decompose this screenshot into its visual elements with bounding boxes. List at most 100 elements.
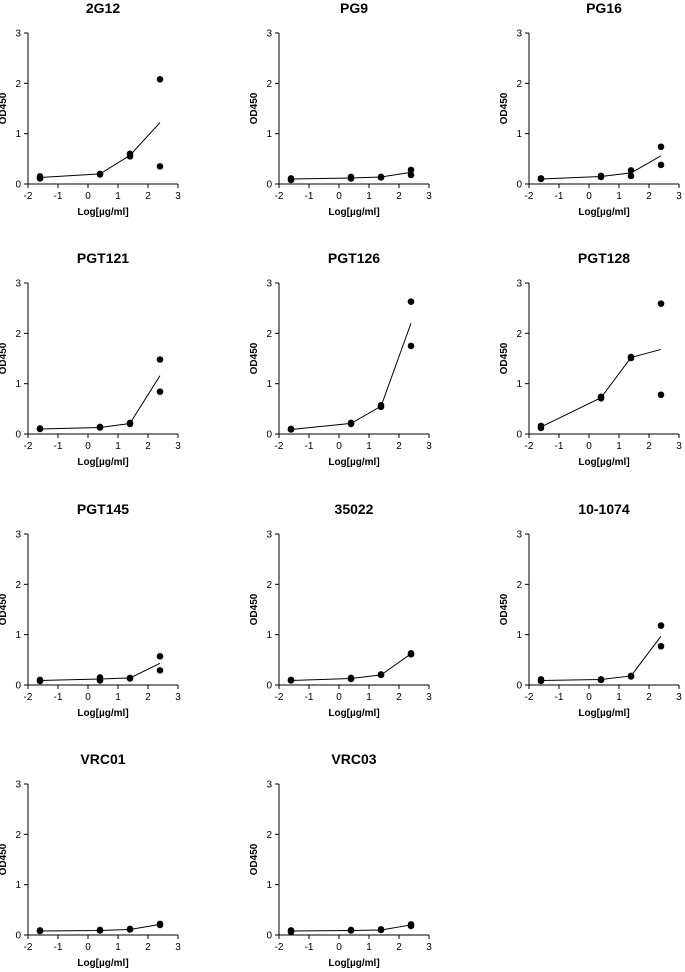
data-point — [627, 673, 635, 680]
data-point — [156, 163, 164, 170]
data-point — [657, 143, 665, 151]
fit-line — [39, 923, 161, 932]
data-point — [36, 425, 44, 433]
data-point — [377, 926, 385, 934]
y-axis-label: OD450 — [249, 593, 260, 625]
chart-title: PGT128 — [578, 250, 630, 266]
fit-line — [290, 171, 412, 180]
data-point — [126, 926, 134, 933]
x-tick-label: -2 — [275, 942, 284, 953]
y-axis-label: OD450 — [0, 593, 9, 625]
data-point — [537, 677, 545, 685]
chart-panel-PGT121: PGT121 0 1 2 3 -2 -1 0 1 2 3 Log[µg/ml] OD450 — [0, 250, 181, 468]
x-tick-label: -1 — [555, 441, 564, 452]
chart-panel-PGT145: PGT145 0 1 2 3 -2 -1 0 1 2 3 Log[µg/ml] OD450 — [0, 501, 181, 719]
x-tick-label: 3 — [676, 692, 682, 703]
data-point — [407, 922, 415, 930]
data-point — [156, 667, 164, 674]
data-point — [347, 675, 355, 683]
x-tick-label: 0 — [85, 942, 91, 953]
y-tick-label: 3 — [266, 29, 272, 40]
x-tick-label: -2 — [24, 692, 33, 703]
y-tick-label: 1 — [516, 379, 522, 390]
x-tick-label: 2 — [396, 942, 402, 953]
fit-line — [540, 348, 662, 428]
x-tick-label: 1 — [366, 441, 372, 452]
data-point — [407, 171, 415, 179]
y-axis-label: OD450 — [499, 92, 510, 124]
y-tick-label: 0 — [15, 681, 21, 692]
x-tick-label: -2 — [525, 441, 534, 452]
chart-title: PG16 — [586, 0, 622, 16]
x-tick-label: 1 — [616, 692, 622, 703]
data-point — [377, 174, 385, 181]
data-point — [377, 671, 385, 679]
y-tick-label: 0 — [15, 931, 21, 942]
fit-line — [290, 323, 412, 430]
x-tick-label: -1 — [305, 441, 314, 452]
x-tick-label: 0 — [85, 441, 91, 452]
x-tick-label: 3 — [426, 441, 432, 452]
x-tick-label: 2 — [396, 191, 402, 202]
x-tick-label: 1 — [115, 942, 121, 953]
x-tick-label: 2 — [396, 692, 402, 703]
x-tick-label: 0 — [336, 191, 342, 202]
data-point — [287, 928, 295, 936]
y-tick-label: 3 — [15, 530, 21, 541]
y-tick-label: 2 — [516, 79, 522, 90]
x-tick-label: 1 — [115, 191, 121, 202]
y-tick-label: 3 — [266, 530, 272, 541]
data-point — [156, 356, 164, 363]
chart-panel-PGT126: PGT126 0 1 2 3 -2 -1 0 1 2 3 Log[µg/ml] OD450 — [249, 250, 432, 468]
x-tick-label: -2 — [24, 942, 33, 953]
chart-title: 10-1074 — [578, 501, 630, 517]
y-axis-label: OD450 — [249, 92, 260, 124]
x-axis-label: Log[µg/ml] — [328, 457, 379, 468]
y-tick-label: 1 — [15, 880, 21, 891]
y-tick-label: 3 — [15, 29, 21, 40]
fit-line — [39, 122, 161, 178]
x-axis-label: Log[µg/ml] — [77, 708, 128, 719]
data-point — [156, 388, 164, 396]
x-tick-label: 2 — [145, 692, 151, 703]
y-tick-label: 0 — [15, 180, 21, 191]
data-point — [407, 298, 415, 305]
x-tick-label: 0 — [336, 441, 342, 452]
chart-panel-PGT128: PGT128 0 1 2 3 -2 -1 0 1 2 3 Log[µg/ml] OD450 — [499, 250, 682, 468]
y-tick-label: 2 — [516, 329, 522, 340]
x-axis-label: Log[µg/ml] — [77, 958, 128, 969]
data-point — [377, 403, 385, 411]
x-tick-label: -1 — [555, 191, 564, 202]
data-point — [126, 153, 134, 160]
x-tick-label: 2 — [646, 191, 652, 202]
x-tick-label: -1 — [54, 692, 63, 703]
data-point — [347, 927, 355, 934]
x-tick-label: 0 — [85, 692, 91, 703]
x-tick-label: -2 — [24, 191, 33, 202]
chart-panel-PG9: PG9 0 1 2 3 -2 -1 0 1 2 3 Log[µg/ml] OD450 — [249, 0, 432, 218]
data-point — [36, 927, 44, 935]
y-tick-label: 1 — [266, 880, 272, 891]
data-point — [537, 175, 545, 183]
y-tick-label: 1 — [266, 379, 272, 390]
x-tick-label: 2 — [646, 692, 652, 703]
data-point — [96, 927, 104, 934]
fit-line — [39, 662, 161, 681]
x-tick-label: -1 — [305, 191, 314, 202]
x-tick-label: 3 — [175, 441, 181, 452]
data-point — [657, 300, 665, 307]
x-tick-label: -2 — [525, 692, 534, 703]
y-tick-label: 2 — [15, 329, 21, 340]
data-point — [96, 171, 104, 178]
x-tick-label: 0 — [586, 191, 592, 202]
x-axis-label: Log[µg/ml] — [578, 207, 629, 218]
x-tick-label: 1 — [366, 191, 372, 202]
y-tick-label: 3 — [266, 780, 272, 791]
x-tick-label: -1 — [54, 191, 63, 202]
x-tick-label: -2 — [275, 441, 284, 452]
x-tick-label: 0 — [336, 692, 342, 703]
data-point — [287, 677, 295, 684]
y-tick-label: 2 — [266, 830, 272, 841]
chart-title: PGT145 — [77, 501, 129, 517]
